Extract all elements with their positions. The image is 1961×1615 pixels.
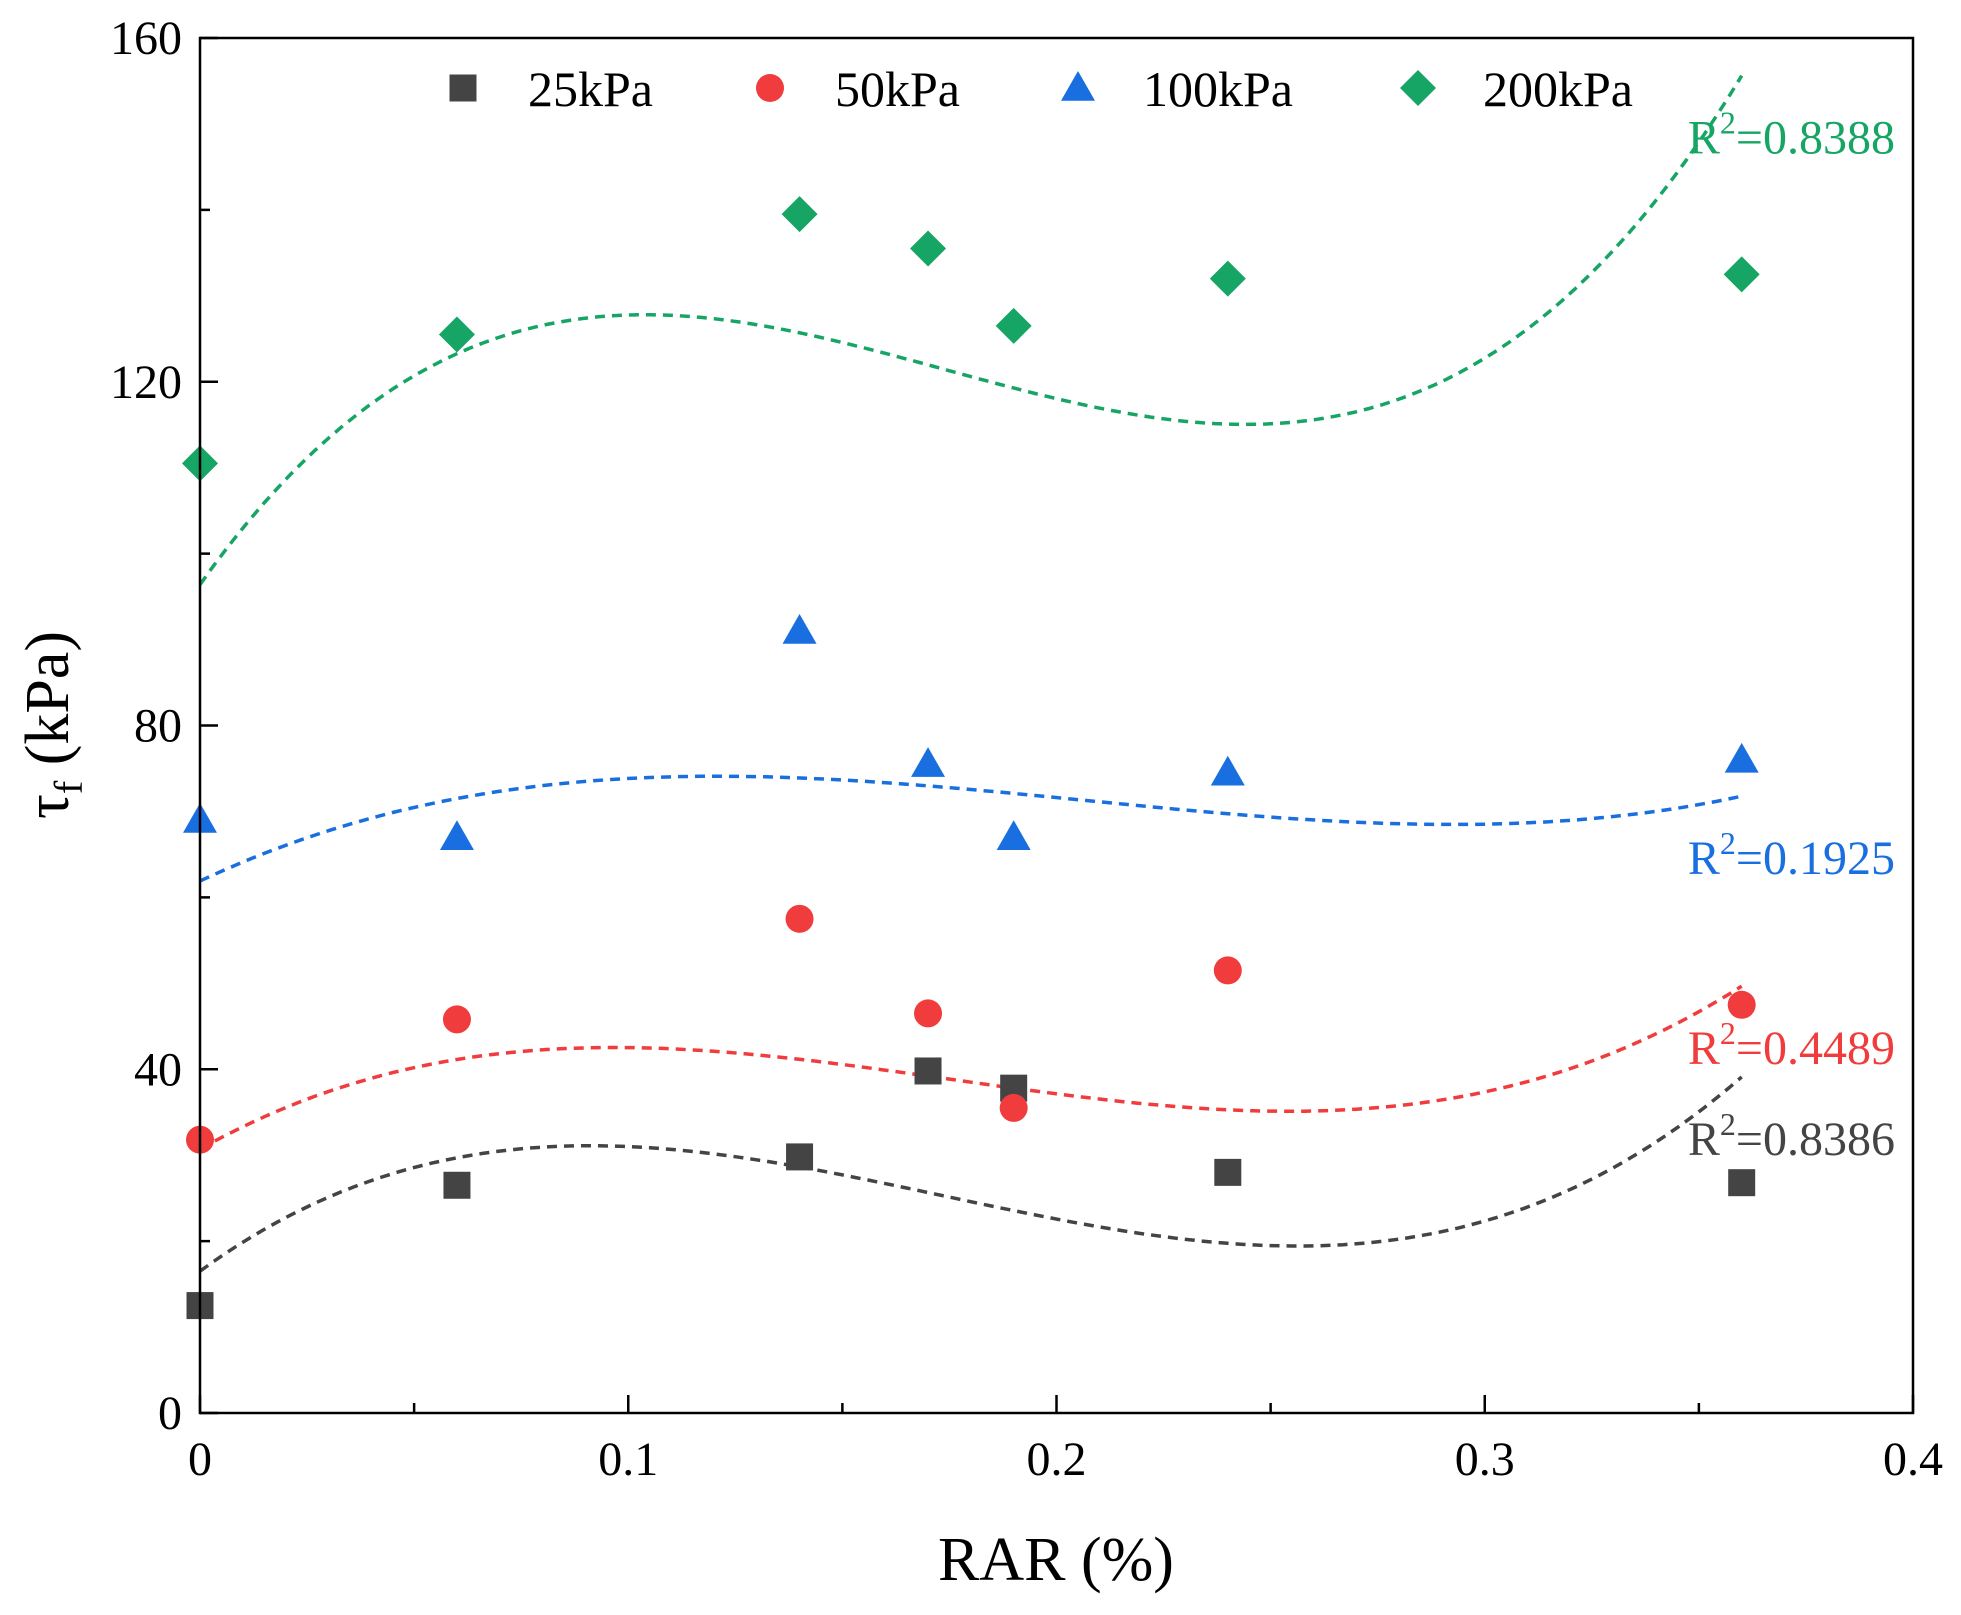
r2-symbol: R xyxy=(1688,1022,1720,1075)
data-point-100kPa xyxy=(1724,742,1759,773)
fit-curve-50kPa xyxy=(199,984,1743,1151)
r2-value: =0.1925 xyxy=(1736,832,1895,885)
r2-superscript: 2 xyxy=(1720,825,1736,861)
plot-frame xyxy=(198,36,1915,1415)
data-point-50kPa xyxy=(442,1005,471,1034)
x-tick-label: 0.2 xyxy=(1027,1433,1087,1486)
axes xyxy=(198,36,1915,1415)
data-point-200kPa xyxy=(910,230,947,267)
data-point-50kPa xyxy=(914,999,943,1028)
fit-curve-200kPa xyxy=(198,74,1744,586)
x-tick-label: 0.1 xyxy=(598,1433,658,1486)
data-point-50kPa xyxy=(1213,956,1242,985)
data-point-200kPa xyxy=(995,307,1032,344)
r2-symbol: R xyxy=(1688,112,1720,165)
legend-label-100kPa: 100kPa xyxy=(1143,61,1293,117)
y-tick-label: 120 xyxy=(110,356,182,409)
y-tick-label: 80 xyxy=(134,700,182,753)
data-point-100kPa xyxy=(1210,755,1245,786)
y-tick-label: 160 xyxy=(110,12,182,65)
data-point-200kPa xyxy=(438,316,475,353)
r2-superscript: 2 xyxy=(1720,1106,1736,1142)
r2-superscript: 2 xyxy=(1720,1015,1736,1051)
y-axis-unit: (kPa) xyxy=(14,631,82,781)
data-point-50kPa xyxy=(785,904,814,933)
data-point-100kPa xyxy=(911,747,946,777)
data-point-25kPa xyxy=(786,1143,814,1171)
r2-symbol: R xyxy=(1688,832,1720,885)
data-point-25kPa xyxy=(443,1171,471,1199)
fit-curve-100kPa xyxy=(199,774,1743,883)
data-point-100kPa xyxy=(782,613,817,644)
legend-label-25kPa: 25kPa xyxy=(528,61,653,117)
data-point-100kPa xyxy=(439,820,474,850)
r2-label-100kPa: R2=0.1925 xyxy=(1688,825,1895,885)
x-tick-label: 0 xyxy=(188,1433,212,1486)
fit-curve-25kPa xyxy=(198,1075,1743,1273)
data-point-50kPa xyxy=(1727,990,1756,1019)
r2-label-50kPa: R2=0.4489 xyxy=(1688,1015,1895,1075)
r2-value: =0.8386 xyxy=(1736,1113,1895,1166)
r2-superscript: 2 xyxy=(1720,105,1736,141)
data-point-100kPa xyxy=(996,820,1031,850)
x-tick-label: 0.3 xyxy=(1455,1433,1515,1486)
y-tick-label: 40 xyxy=(134,1043,182,1096)
data-point-200kPa xyxy=(1209,260,1246,297)
data-point-200kPa xyxy=(781,196,818,233)
data-point-25kPa xyxy=(1728,1169,1756,1197)
y-axis-title: τf (kPa) xyxy=(14,631,91,819)
r2-value: =0.4489 xyxy=(1736,1022,1895,1075)
legend: 25kPa 50kPa 100kPa 200kPa xyxy=(449,61,1633,117)
legend-label-200kPa: 200kPa xyxy=(1483,61,1633,117)
legend-marker-100kPa xyxy=(1061,71,1095,101)
legend-marker-50kPa xyxy=(756,74,784,102)
legend-marker-25kPa xyxy=(449,74,477,102)
y-tick-label: 0 xyxy=(158,1387,182,1440)
r2-value: =0.8388 xyxy=(1736,112,1895,165)
r2-symbol: R xyxy=(1688,1113,1720,1166)
x-tick-label: 0.4 xyxy=(1883,1433,1943,1486)
legend-label-50kPa: 50kPa xyxy=(835,61,960,117)
data-point-200kPa xyxy=(1723,256,1760,293)
r2-label-200kPa: R2=0.8388 xyxy=(1688,105,1895,165)
data-point-25kPa xyxy=(1214,1158,1242,1186)
y-axis-symbol: τ xyxy=(14,794,82,819)
y-axis-subscript: f xyxy=(46,780,91,794)
fit-curves xyxy=(198,74,1744,1273)
r2-label-25kPa: R2=0.8386 xyxy=(1688,1106,1895,1166)
y-axis-ticks: 0 40 80 120 160 xyxy=(110,12,218,1440)
legend-marker-200kPa xyxy=(1400,70,1436,106)
x-axis-title: RAR (%) xyxy=(938,1526,1174,1594)
data-point-25kPa xyxy=(914,1057,942,1085)
data-point-50kPa xyxy=(999,1093,1028,1122)
x-axis-ticks: 0 0.1 0.2 0.3 0.4 xyxy=(188,1395,1943,1486)
data-markers xyxy=(182,196,1760,1320)
